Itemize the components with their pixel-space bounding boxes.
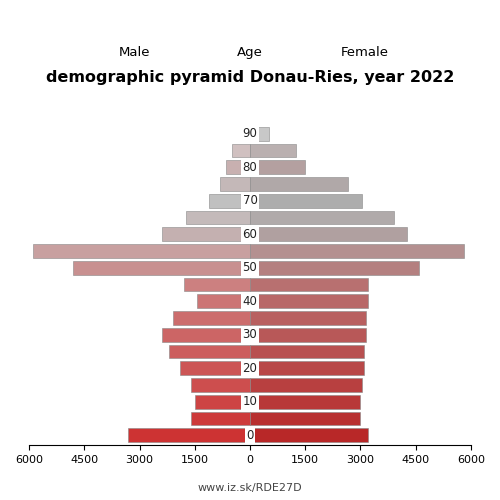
Bar <box>196 294 250 308</box>
Text: 90: 90 <box>242 127 258 140</box>
Text: 60: 60 <box>242 228 258 240</box>
Text: 10: 10 <box>242 395 258 408</box>
Bar <box>250 177 348 191</box>
Text: 0: 0 <box>246 428 254 442</box>
Bar <box>128 428 250 442</box>
Text: Male: Male <box>120 46 151 59</box>
Text: 30: 30 <box>242 328 258 341</box>
Bar <box>250 261 420 274</box>
Bar <box>245 127 250 140</box>
Bar <box>191 412 250 426</box>
Text: 20: 20 <box>242 362 258 374</box>
Text: 50: 50 <box>242 261 258 274</box>
Bar <box>186 210 250 224</box>
Bar <box>169 344 250 358</box>
Bar <box>250 378 362 392</box>
Bar <box>32 244 250 258</box>
Bar <box>73 261 250 274</box>
Bar <box>250 278 368 291</box>
Bar <box>250 294 368 308</box>
Bar <box>226 160 250 174</box>
Bar <box>172 311 250 325</box>
Bar <box>250 144 296 158</box>
Bar <box>184 278 250 291</box>
Bar <box>232 144 250 158</box>
Text: Female: Female <box>341 46 389 59</box>
Text: www.iz.sk/RDE27D: www.iz.sk/RDE27D <box>198 482 302 492</box>
Bar <box>250 412 360 426</box>
Title: demographic pyramid Donau-Ries, year 2022: demographic pyramid Donau-Ries, year 202… <box>46 70 454 85</box>
Bar <box>250 228 406 241</box>
Text: 40: 40 <box>242 294 258 308</box>
Bar <box>250 210 394 224</box>
Bar <box>250 160 305 174</box>
Bar <box>250 244 464 258</box>
Text: 80: 80 <box>242 160 258 173</box>
Bar <box>191 378 250 392</box>
Text: 70: 70 <box>242 194 258 207</box>
Bar <box>250 362 364 375</box>
Bar <box>220 177 250 191</box>
Bar <box>250 395 360 408</box>
Bar <box>210 194 250 207</box>
Bar <box>250 428 368 442</box>
Bar <box>194 395 250 408</box>
Bar <box>180 362 250 375</box>
Bar <box>162 328 250 342</box>
Text: Age: Age <box>237 46 263 59</box>
Bar <box>162 228 250 241</box>
Bar <box>250 328 366 342</box>
Bar <box>250 194 362 207</box>
Bar <box>250 127 269 140</box>
Bar <box>250 344 364 358</box>
Bar <box>250 311 366 325</box>
